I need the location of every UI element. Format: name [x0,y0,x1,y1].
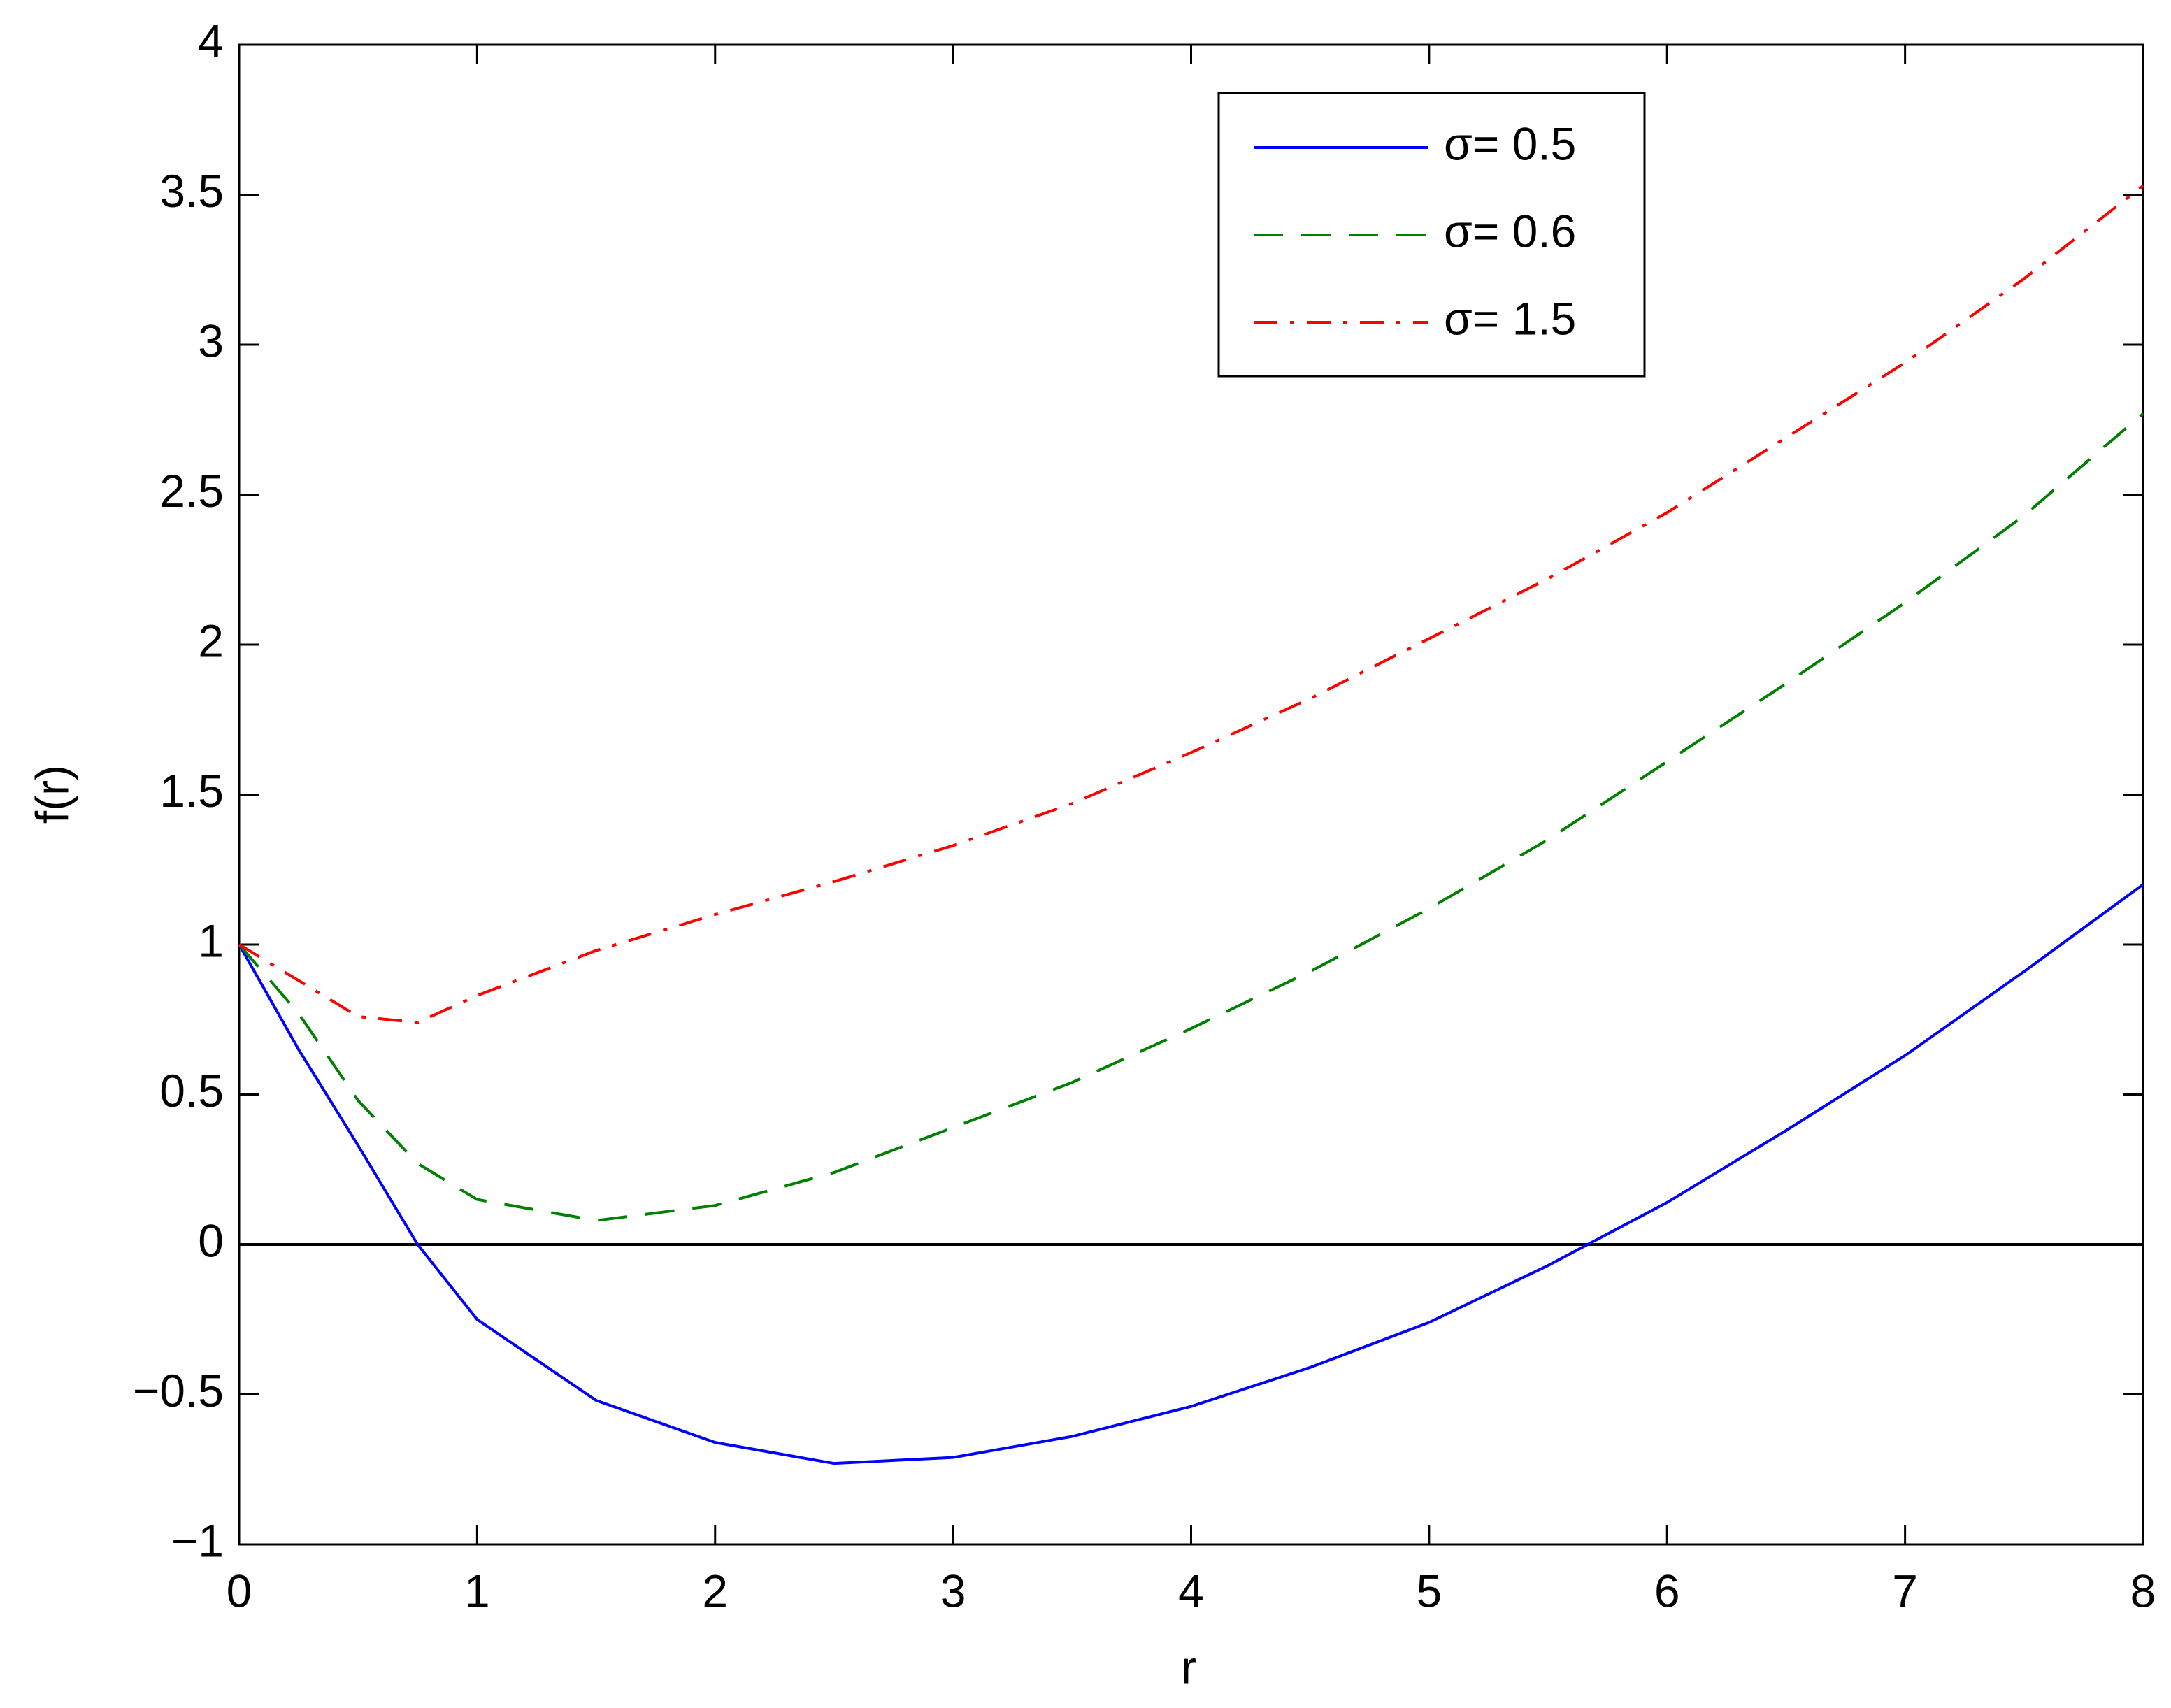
y-axis-label: f(r) [26,765,78,824]
y-tick-label: 2 [198,615,224,666]
x-tick-label: 0 [227,1565,252,1616]
x-tick-label: 7 [1892,1565,1918,1616]
y-tick-label: 3 [198,315,224,366]
plot-area [238,43,2144,1546]
x-tick-label: 1 [464,1565,490,1616]
y-tick-label: 0.5 [159,1065,224,1117]
y-tick-label: 1.5 [159,765,224,817]
x-tick-label: 8 [2130,1565,2156,1616]
legend-box [1217,92,1646,378]
legend-label: σ= 0.5 [1444,117,1576,169]
y-tick-label: −0.5 [133,1365,224,1416]
y-tick-label: 0 [198,1214,224,1266]
y-tick-label: 3.5 [159,165,224,217]
legend-label: σ= 1.5 [1444,292,1576,344]
data-line [238,883,2144,1465]
x-tick-label: 4 [1178,1565,1204,1616]
x-tick-label: 5 [1417,1565,1442,1616]
x-tick-label: 3 [940,1565,966,1616]
legend-label: σ= 0.6 [1444,205,1576,257]
y-tick-label: 2.5 [159,465,224,517]
data-line [238,185,2144,1024]
data-line [238,412,2144,1222]
x-tick-label: 6 [1654,1565,1680,1616]
x-tick-label: 2 [702,1565,728,1616]
y-tick-label: 4 [198,15,224,66]
y-tick-label: −1 [171,1514,224,1566]
x-axis-label: r [1181,1641,1196,1693]
y-tick-label: 1 [198,914,224,966]
